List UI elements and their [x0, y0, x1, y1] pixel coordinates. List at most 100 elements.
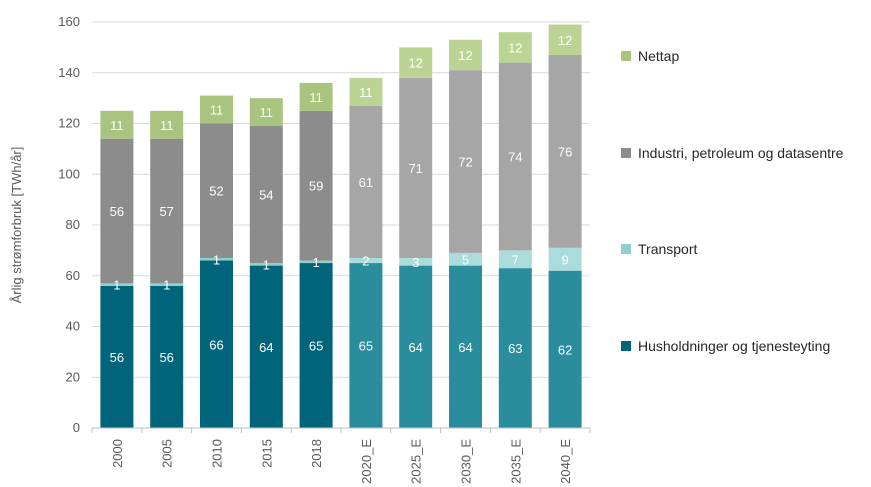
y-tick-label: 20	[66, 369, 80, 384]
data-label: 1	[163, 278, 170, 293]
legend-item: Nettap	[621, 48, 679, 64]
bar-stack: 62 9 76 12	[548, 24, 582, 428]
data-label: 11	[309, 90, 323, 105]
bar-segment	[449, 265, 482, 428]
data-label: 57	[159, 204, 173, 219]
y-tick-label: 120	[58, 116, 80, 131]
x-tick-label: 2000	[110, 439, 125, 468]
bar-stack: 56 1 56 11	[100, 110, 134, 428]
x-axis-ticks: 2000 2005 2010 2015 2018 2020_E 2025_E 2030_E 20…	[91, 428, 591, 484]
data-label: 56	[159, 350, 173, 365]
legend-item: Transport	[621, 241, 698, 257]
data-label: 56	[110, 350, 124, 365]
bars: 5615611561571166152116415411651591165261…	[100, 24, 582, 428]
data-label: 64	[408, 340, 422, 355]
bar-segment	[100, 110, 134, 139]
y-tick-label: 40	[66, 319, 80, 334]
data-label: 12	[508, 40, 522, 55]
data-label: 71	[408, 161, 422, 176]
legend-swatch	[621, 148, 631, 158]
data-label: 72	[458, 155, 472, 170]
data-label: 63	[508, 341, 522, 356]
data-label: 52	[209, 184, 223, 199]
bar-segment	[449, 252, 482, 266]
bar-segment	[150, 138, 184, 284]
bar-segment	[349, 257, 383, 264]
legend-label: Transport	[638, 241, 698, 257]
bar-segment	[399, 77, 433, 258]
data-label: 54	[259, 188, 273, 203]
data-label: 1	[113, 278, 120, 293]
y-tick-label: 100	[58, 166, 80, 181]
data-label: 11	[210, 103, 224, 118]
bar-segment	[349, 77, 383, 106]
bar-stack: 63 7 74 12	[498, 32, 532, 428]
data-label: 11	[160, 118, 174, 133]
bar-segment	[249, 263, 283, 266]
bar-stack: 66 1 52 11	[200, 95, 233, 428]
data-label: 9	[561, 252, 568, 267]
y-axis-ticks: 0 20 40 60 80 100 120 140 160	[58, 14, 80, 435]
x-tick-label: 2005	[160, 439, 175, 468]
data-label: 65	[359, 339, 373, 354]
data-label: 12	[558, 33, 572, 48]
data-label: 11	[260, 105, 274, 120]
y-tick-label: 160	[58, 14, 80, 29]
bar-segment	[200, 123, 233, 258]
bar-segment	[200, 260, 233, 428]
data-label: 11	[359, 85, 373, 100]
bar-segment	[548, 24, 582, 55]
bar-segment	[299, 260, 333, 264]
bar-segment	[249, 265, 283, 428]
data-label: 2	[362, 254, 369, 269]
legend-item: Husholdninger og tjenesteyting	[621, 338, 830, 354]
data-label: 64	[259, 340, 273, 355]
x-tick-label: 2030_E	[459, 439, 474, 484]
bar-segment	[399, 265, 433, 428]
data-label: 3	[412, 255, 419, 270]
x-tick-label: 2025_E	[409, 439, 424, 484]
bar-segment	[548, 247, 582, 271]
data-label: 1	[213, 252, 220, 267]
bar-segment	[249, 98, 283, 127]
bar-segment	[349, 263, 383, 428]
bar-segment	[100, 138, 134, 284]
legend-swatch	[621, 244, 631, 254]
bar-segment	[498, 250, 532, 269]
bar-segment	[449, 70, 482, 253]
bar-segment	[399, 47, 433, 78]
legend-label: Husholdninger og tjenesteyting	[638, 338, 830, 354]
data-label: 7	[512, 252, 519, 267]
legend: Nettap Industri, petroleum og datasentre T…	[621, 48, 844, 354]
y-tick-label: 60	[66, 268, 80, 283]
data-label: 11	[110, 118, 124, 133]
y-axis-title: Årlig strømforbruk [TWh/år]	[9, 147, 24, 304]
bar-segment	[200, 95, 233, 124]
bar-segment	[299, 82, 333, 111]
bar-segment	[249, 126, 283, 264]
data-label: 74	[508, 149, 522, 164]
data-label: 62	[558, 342, 572, 357]
bar-stack: 56 1 57 11	[150, 110, 184, 428]
data-label: 12	[458, 48, 472, 63]
legend-swatch	[621, 341, 631, 351]
bar-segment	[150, 283, 184, 286]
data-label: 56	[110, 204, 124, 219]
y-tick-label: 0	[73, 420, 80, 435]
bar-stack: 64 1 54 11	[249, 98, 283, 428]
x-tick-label: 2010	[210, 439, 225, 468]
bar-stack: 64 5 72 12	[449, 39, 482, 428]
bar-stack: 65 1 59 11	[299, 82, 333, 428]
x-tick-label: 2018	[309, 439, 324, 468]
legend-swatch	[621, 51, 631, 61]
bar-stack: 65 2 61 11	[349, 77, 383, 428]
y-tick-label: 80	[66, 217, 80, 232]
data-label: 61	[359, 175, 373, 190]
bar-segment	[100, 285, 134, 428]
bar-segment	[299, 263, 333, 428]
data-label: 59	[309, 179, 323, 194]
y-tick-label: 140	[58, 65, 80, 80]
data-label: 66	[209, 337, 223, 352]
bar-segment	[150, 110, 184, 139]
